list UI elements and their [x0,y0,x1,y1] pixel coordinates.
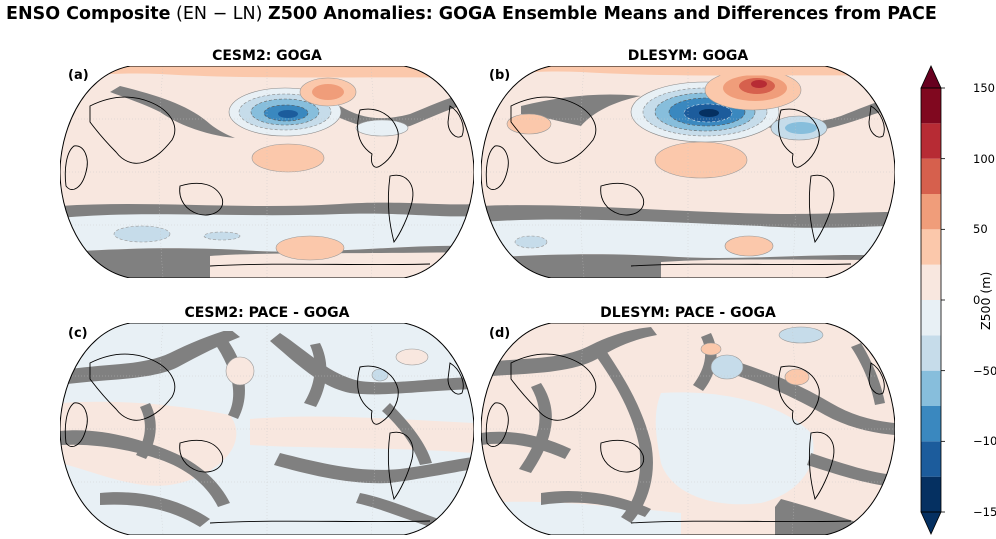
panel-b-label: (b) [489,68,511,83]
colorbar-segment [921,123,941,159]
colorbar-extend-top [920,65,942,89]
panel-a-label: (a) [68,68,89,83]
colorbar-segment [921,370,941,406]
map-panel-d [481,323,895,535]
map-panel-a [60,66,474,278]
colorbar-segment [921,406,941,442]
map-panel-b [481,66,895,278]
colorbar-segment [921,194,941,230]
colorbar-segment [921,229,941,265]
panel-d-title: DLESYM: PACE - GOGA [600,305,776,321]
colorbar-segment [921,88,941,124]
colorbar-tick-marks [941,87,945,513]
colorbar-tick-label: 100 [973,152,995,166]
panel-d-label: (d) [489,326,511,341]
colorbar-segment [921,300,941,336]
colorbar-segment [921,264,941,300]
colorbar-segment [921,476,941,512]
panel-b-title: DLESYM: GOGA [627,48,749,64]
colorbar-label: Z500 (m) [978,271,993,330]
colorbar-tick-label: 150 [973,81,995,95]
map-panel-c [60,323,474,535]
panel-c-label: (c) [68,326,88,341]
colorbar-tick-label: 0 [973,293,981,307]
colorbar-segments [921,88,941,512]
colorbar-segment [921,158,941,194]
colorbar-tick-label: −150 [973,505,996,519]
colorbar-extend-bottom [920,511,942,535]
colorbar-segment [921,441,941,477]
colorbar-tick-label: 50 [973,222,988,236]
panel-c-title: CESM2: PACE - GOGA [184,305,350,321]
figure-title: ENSO Composite (EN − LN) Z500 Anomalies:… [6,4,937,24]
colorbar-tick-label: −100 [973,434,996,448]
panel-a-title: CESM2: GOGA [212,48,322,64]
colorbar [920,65,945,535]
colorbar-tick-label: −50 [973,364,996,378]
colorbar-segment [921,335,941,371]
